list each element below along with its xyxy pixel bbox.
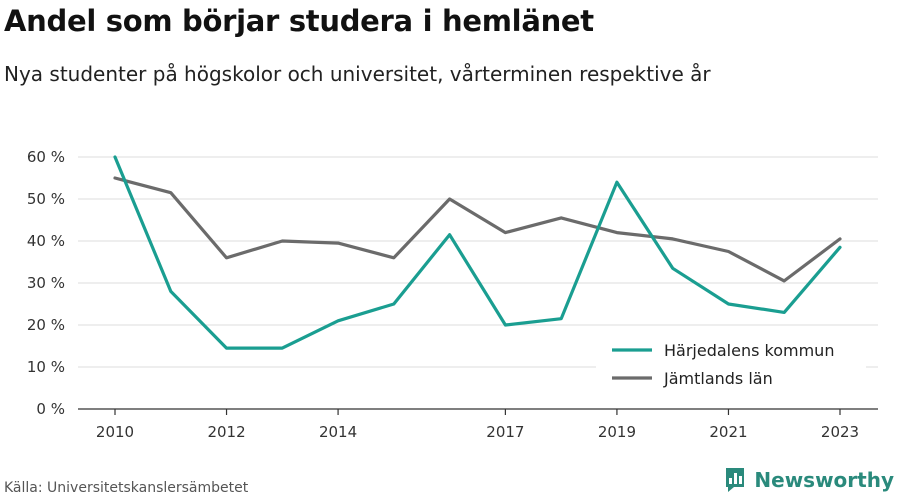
x-tick-label: 2017 (486, 423, 524, 441)
legend: Härjedalens kommun Jämtlands län (596, 330, 866, 396)
x-tick-label: 2023 (821, 423, 859, 441)
series-lines (113, 155, 842, 350)
x-tick-label: 2012 (207, 423, 245, 441)
brand-name: Newsworthy (754, 468, 894, 492)
x-tick-label: 2014 (319, 423, 357, 441)
source-note: Källa: Universitetskanslersämbetet (4, 480, 249, 496)
legend-label: Jämtlands län (663, 369, 773, 388)
y-tick-label: 20 % (27, 316, 65, 334)
y-tick-label: 0 % (36, 400, 65, 418)
y-tick-label: 10 % (27, 358, 65, 376)
chart-title: Andel som börjar studera i hemlänet (4, 4, 594, 38)
series-line (113, 155, 842, 350)
x-tick-label: 2021 (709, 423, 747, 441)
newsworthy-logo-icon (726, 468, 745, 492)
chart-subtitle: Nya studenter på högskolor och universit… (4, 62, 711, 86)
y-tick-label: 60 % (27, 148, 65, 166)
axes: 0 % 10 % 20 % 30 % 40 % 50 % 60 % 2010 2012 2014 2… (27, 148, 878, 441)
y-tick-label: 30 % (27, 274, 65, 292)
y-tick-label: 40 % (27, 232, 65, 250)
x-tick-label: 2019 (598, 423, 636, 441)
brand: Newsworthy (724, 467, 894, 493)
x-tick-label: 2010 (96, 423, 134, 441)
series-line (113, 176, 842, 283)
y-tick-label: 50 % (27, 190, 65, 208)
legend-label: Härjedalens kommun (664, 341, 834, 360)
legend-background (596, 330, 866, 396)
